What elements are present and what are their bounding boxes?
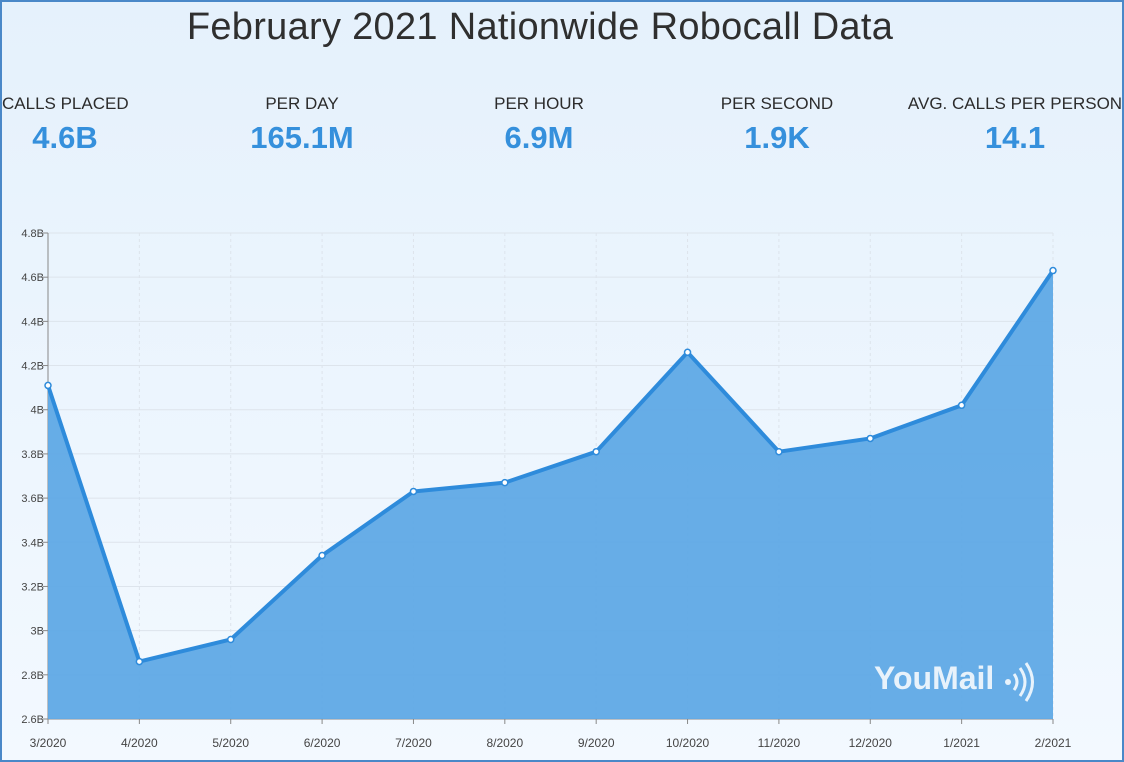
stat-per-second: PER SECOND 1.9K [710, 94, 844, 156]
stat-per-day: PER DAY 165.1M [232, 94, 372, 156]
data-point [1049, 266, 1057, 275]
stat-label: PER SECOND [720, 94, 834, 113]
data-point [866, 434, 875, 443]
x-tick-label: 5/2020 [212, 736, 249, 750]
data-point [501, 478, 509, 487]
x-tick-label: 9/2020 [578, 736, 615, 750]
page-title: February 2021 Nationwide Robocall Data [186, 6, 894, 48]
sound-waves-icon [1005, 662, 1034, 702]
stat-label: PER HOUR [494, 94, 584, 113]
x-tick-label: 8/2020 [486, 736, 523, 750]
x-tick-label: 1/2021 [943, 736, 980, 750]
x-tick-label: 10/2020 [666, 736, 710, 750]
y-tick-label: 4.4B [21, 316, 44, 328]
stat-per-hour: PER HOUR 6.9M [474, 94, 604, 156]
data-point [409, 487, 418, 496]
y-tick-label: 3.6B [21, 493, 44, 505]
stat-label: CALLS PLACED [2, 94, 129, 113]
y-tick-label: 4.8B [21, 228, 44, 240]
x-tick-label: 7/2020 [395, 736, 432, 750]
x-tick-label: 3/2020 [30, 736, 67, 750]
x-tick-label: 2/2021 [1035, 736, 1072, 750]
x-tick-label: 6/2020 [304, 736, 341, 750]
y-tick-label: 3.4B [21, 537, 44, 549]
series-line [46, 269, 1055, 664]
y-tick-label: 4B [31, 405, 44, 417]
data-point [226, 635, 235, 644]
data-point [44, 381, 52, 390]
stat-value: 4.6B [32, 120, 98, 155]
x-tick-label: 4/2020 [121, 736, 158, 750]
y-tick-label: 2.8B [21, 670, 44, 682]
y-tick-label: 3.2B [21, 581, 44, 593]
data-point [957, 401, 966, 410]
x-tick-label: 12/2020 [849, 736, 893, 750]
data-point [592, 447, 600, 456]
data-point [318, 551, 326, 560]
data-point [135, 657, 144, 666]
y-tick-label: 3B [31, 626, 44, 638]
y-tick-label: 4.2B [21, 361, 44, 373]
y-tick-label: 3.8B [21, 449, 44, 461]
stat-value: 1.9K [744, 120, 810, 155]
stat-calls-placed: CALLS PLACED 4.6B [2, 94, 129, 156]
stat-value: 14.1 [984, 120, 1046, 155]
x-tick-label: 11/2020 [758, 736, 801, 750]
data-point [775, 447, 783, 456]
brand-logo: YouMail [874, 660, 995, 696]
y-tick-label: 2.6B [21, 714, 44, 726]
y-tick-label: 4.6B [21, 272, 44, 284]
stat-label: AVG. CALLS PER PERSON [907, 94, 1123, 113]
stat-avg-calls-per-person: AVG. CALLS PER PERSON 14.1 [904, 94, 1124, 156]
stat-label: PER DAY [265, 94, 339, 113]
data-point [683, 348, 692, 357]
area-fill [48, 270, 1053, 719]
stat-value: 165.1M [250, 120, 354, 155]
stat-value: 6.9M [504, 120, 574, 155]
